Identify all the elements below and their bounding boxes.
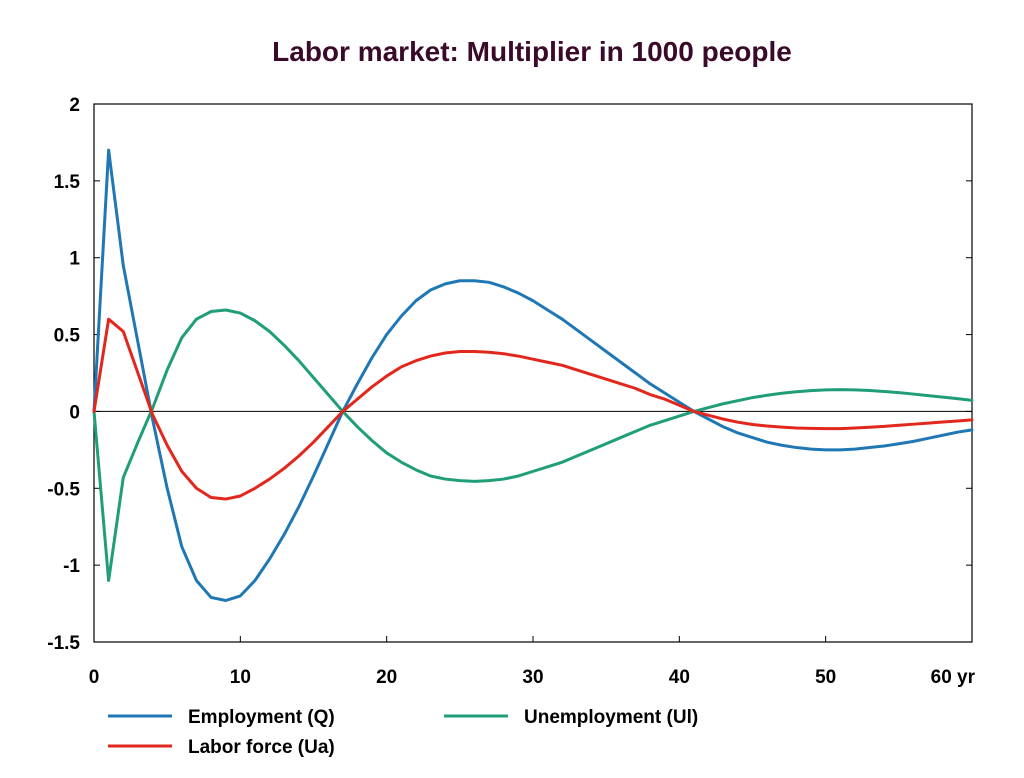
legend: Employment (Q) Unemployment (Ul) Labor for… <box>108 707 698 758</box>
x-tick-label: 40 <box>669 667 690 688</box>
series-line-3 <box>92 317 974 501</box>
x-tick-label: 0 <box>89 667 100 688</box>
plot-area-frame <box>93 103 973 643</box>
x-tick-label: 10 <box>230 667 251 688</box>
legend-label: Labor force (Ua) <box>188 737 335 758</box>
x-tick-label: 60 yr <box>931 667 976 688</box>
series-line-1 <box>92 148 974 602</box>
y-axis: 2 1.5 1 0.5 0 -0.5 -1 -1.5 <box>47 95 972 654</box>
y-tick-label: 0 <box>69 402 80 423</box>
y-tick-label: -0.5 <box>47 479 80 500</box>
series-lines <box>92 148 974 602</box>
chart-title: Labor market: Multiplier in 1000 people <box>272 36 792 67</box>
legend-label: Employment (Q) <box>188 707 335 728</box>
x-axis: 0 10 20 30 40 50 60 yr <box>89 636 976 688</box>
x-tick-label: 30 <box>522 667 543 688</box>
y-tick-label: 1 <box>69 249 80 270</box>
y-tick-label: -1.5 <box>47 633 80 654</box>
y-tick-label: 2 <box>69 95 80 116</box>
y-tick-label: 1.5 <box>54 172 81 193</box>
y-tick-label: 0.5 <box>54 326 81 347</box>
series-line-2 <box>92 308 974 583</box>
x-tick-label: 20 <box>376 667 397 688</box>
y-tick-label: -1 <box>63 556 80 577</box>
x-tick-label: 50 <box>815 667 836 688</box>
legend-label: Unemployment (Ul) <box>524 707 698 728</box>
